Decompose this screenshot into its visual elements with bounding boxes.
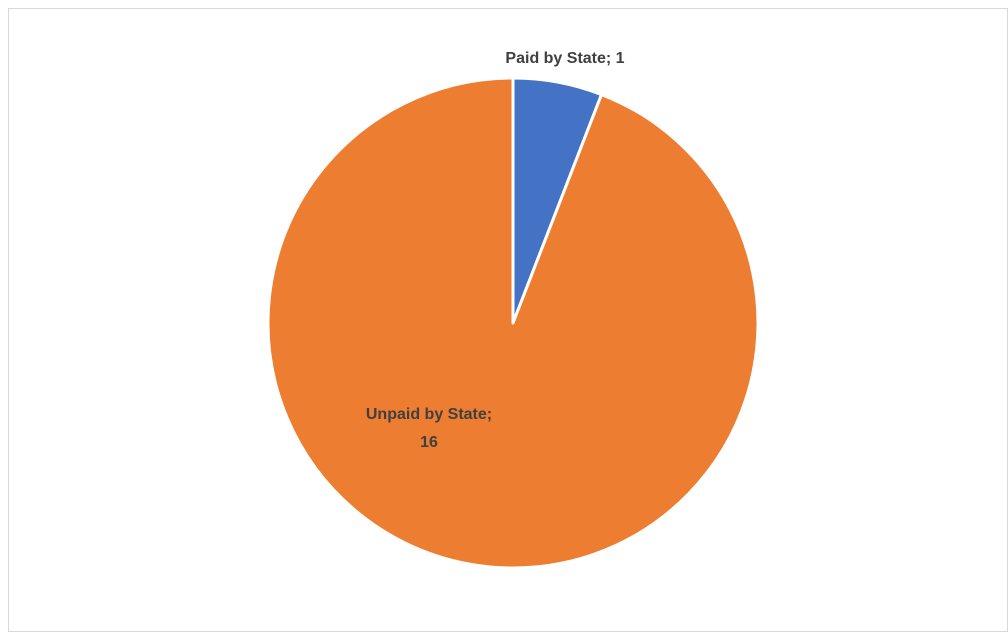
pie-chart: Paid by State; 1 Unpaid by State; 16 — [266, 50, 760, 570]
chart-area: Paid by State; 1 Unpaid by State; 16 — [8, 8, 1008, 632]
pie-slices — [266, 76, 760, 570]
pie-slice-unpaid-by-state — [266, 76, 760, 570]
pie-data-labels: Paid by State; 1 Unpaid by State; 16 — [366, 50, 625, 451]
data-label-unpaid-by-state: Unpaid by State; 16 — [366, 406, 492, 451]
data-label-paid-by-state: Paid by State; 1 — [505, 50, 624, 67]
